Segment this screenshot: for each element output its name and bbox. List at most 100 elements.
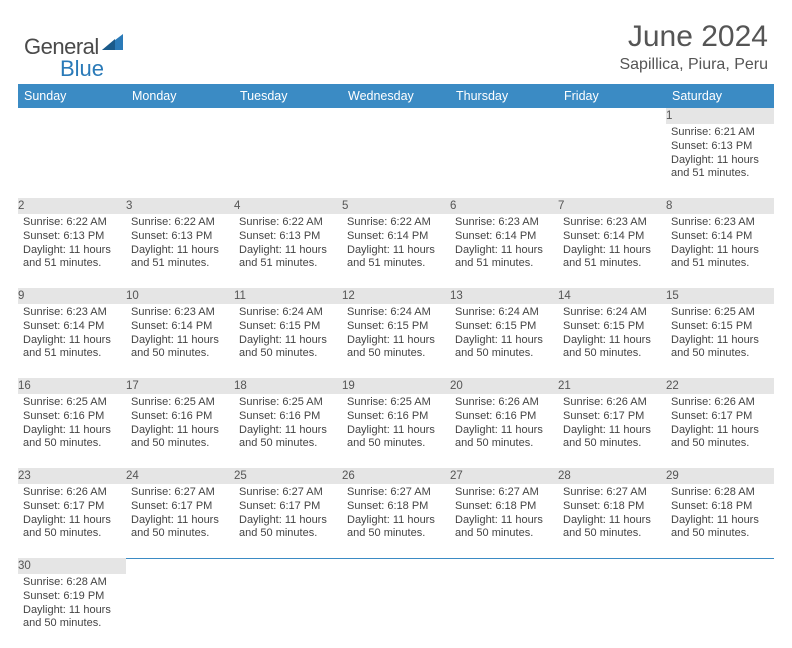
day-cell-empty: [126, 124, 234, 182]
day-number: 9: [18, 288, 126, 304]
day-number: 14: [558, 288, 666, 304]
day-cell: Sunrise: 6:27 AMSunset: 6:18 PMDaylight:…: [558, 484, 666, 542]
daylight-line: Daylight: 11 hours and 50 minutes.: [563, 334, 651, 360]
day-number-empty: [234, 108, 342, 124]
day-cell: Sunrise: 6:25 AMSunset: 6:16 PMDaylight:…: [126, 394, 234, 452]
daylight-line: Daylight: 11 hours and 50 minutes.: [131, 334, 219, 360]
weekday-header: Sunday: [18, 84, 126, 108]
day-number: 30: [18, 558, 126, 574]
daylight-line: Daylight: 11 hours and 51 minutes.: [23, 334, 111, 360]
sunset-line: Sunset: 6:17 PM: [563, 410, 644, 422]
calendar-table: SundayMondayTuesdayWednesdayThursdayFrid…: [18, 84, 774, 648]
header: General June 2024 Sapillica, Piura, Peru: [18, 20, 774, 74]
day-cell-empty: [558, 124, 666, 182]
day-cell-empty: [342, 124, 450, 182]
day-number: 21: [558, 378, 666, 394]
sunrise-line: Sunrise: 6:28 AM: [23, 576, 107, 588]
sunrise-line: Sunrise: 6:24 AM: [347, 306, 431, 318]
sunset-line: Sunset: 6:17 PM: [23, 500, 104, 512]
sunrise-line: Sunrise: 6:26 AM: [23, 486, 107, 498]
day-number: 28: [558, 468, 666, 484]
sunset-line: Sunset: 6:13 PM: [23, 230, 104, 242]
sunset-line: Sunset: 6:14 PM: [563, 230, 644, 242]
page-subtitle: Sapillica, Piura, Peru: [619, 56, 768, 74]
day-number-empty: [558, 108, 666, 124]
day-number-empty: [234, 558, 342, 574]
sunrise-line: Sunrise: 6:27 AM: [455, 486, 539, 498]
daylight-line: Daylight: 11 hours and 50 minutes.: [239, 514, 327, 540]
week-row: Sunrise: 6:26 AM Sunset: 6:17 PM Daylight:…: [18, 484, 774, 558]
sunset-line: Sunset: 6:13 PM: [239, 230, 320, 242]
day-cell: Sunrise: 6:24 AMSunset: 6:15 PMDaylight:…: [342, 304, 450, 362]
day-number-empty: [126, 108, 234, 124]
day-cell: Sunrise: 6:25 AMSunset: 6:16 PMDaylight:…: [234, 394, 342, 452]
daylight-line: Daylight: 11 hours and 51 minutes.: [347, 244, 435, 270]
day-number: 24: [126, 468, 234, 484]
week-row: Sunrise: 6:22 AM Sunset: 6:13 PM Daylight:…: [18, 214, 774, 288]
sunset-line: Sunset: 6:13 PM: [131, 230, 212, 242]
daylight-line: Daylight: 11 hours and 50 minutes.: [131, 424, 219, 450]
sunrise-line: Sunrise: 6:26 AM: [671, 396, 755, 408]
sunset-line: Sunset: 6:18 PM: [455, 500, 536, 512]
day-number-empty: [342, 108, 450, 124]
sunset-line: Sunset: 6:16 PM: [239, 410, 320, 422]
week-row: Sunrise: 6:21 AMSunset: 6:13 PMDaylight:…: [18, 124, 774, 198]
sunset-line: Sunset: 6:17 PM: [239, 500, 320, 512]
day-cell: Sunrise: 6:24 AMSunset: 6:15 PMDaylight:…: [450, 304, 558, 362]
day-cell: Sunrise: 6:26 AM Sunset: 6:17 PM Daylight:…: [666, 394, 774, 452]
sunset-line: Sunset: 6:16 PM: [347, 410, 428, 422]
day-cell-empty: [450, 124, 558, 182]
day-cell: Sunrise: 6:25 AMSunset: 6:16 PMDaylight:…: [342, 394, 450, 452]
day-number: 2: [18, 198, 126, 214]
daylight-line: Daylight: 11 hours and 51 minutes.: [131, 244, 219, 270]
day-cell: Sunrise: 6:26 AMSunset: 6:16 PMDaylight:…: [450, 394, 558, 452]
sunrise-line: Sunrise: 6:28 AM: [671, 486, 755, 498]
sunrise-line: Sunrise: 6:27 AM: [563, 486, 647, 498]
day-number-empty: [18, 108, 126, 124]
day-number: 4: [234, 198, 342, 214]
sunrise-line: Sunrise: 6:24 AM: [455, 306, 539, 318]
day-cell-empty: [666, 574, 774, 632]
sunset-line: Sunset: 6:14 PM: [347, 230, 428, 242]
day-number-empty: [342, 558, 450, 574]
day-number-empty: [450, 108, 558, 124]
day-cell-empty: [558, 574, 666, 632]
daynum-row: 30: [18, 558, 774, 574]
day-cell: Sunrise: 6:22 AMSunset: 6:13 PMDaylight:…: [234, 214, 342, 272]
day-number: 8: [666, 198, 774, 214]
daylight-line: Daylight: 11 hours and 50 minutes.: [455, 334, 543, 360]
weekday-header: Monday: [126, 84, 234, 108]
page-title: June 2024: [619, 20, 768, 54]
day-number: 7: [558, 198, 666, 214]
day-cell: Sunrise: 6:28 AMSunset: 6:18 PMDaylight:…: [666, 484, 774, 542]
day-cell-empty: [18, 124, 126, 182]
daylight-line: Daylight: 11 hours and 50 minutes.: [671, 424, 759, 450]
day-cell: Sunrise: 6:23 AMSunset: 6:14 PMDaylight:…: [558, 214, 666, 272]
day-cell-empty: [234, 574, 342, 632]
sunrise-line: Sunrise: 6:26 AM: [563, 396, 647, 408]
daylight-line: Daylight: 11 hours and 50 minutes.: [23, 424, 111, 450]
sunrise-line: Sunrise: 6:22 AM: [347, 216, 431, 228]
day-cell-empty: [126, 574, 234, 632]
day-number: 26: [342, 468, 450, 484]
week-row: Sunrise: 6:23 AMSunset: 6:14 PMDaylight:…: [18, 304, 774, 378]
day-cell: Sunrise: 6:23 AMSunset: 6:14 PMDaylight:…: [666, 214, 774, 272]
daynum-row: 16171819202122: [18, 378, 774, 394]
daylight-line: Daylight: 11 hours and 51 minutes.: [455, 244, 543, 270]
weekday-header: Thursday: [450, 84, 558, 108]
sunset-line: Sunset: 6:17 PM: [671, 410, 752, 422]
weekday-header: Saturday: [666, 84, 774, 108]
day-cell: Sunrise: 6:23 AMSunset: 6:14 PMDaylight:…: [450, 214, 558, 272]
daylight-line: Daylight: 11 hours and 50 minutes.: [347, 334, 435, 360]
day-number: 11: [234, 288, 342, 304]
day-cell: Sunrise: 6:22 AMSunset: 6:13 PMDaylight:…: [126, 214, 234, 272]
daylight-line: Daylight: 11 hours and 50 minutes.: [563, 424, 651, 450]
day-number: 5: [342, 198, 450, 214]
day-number: 18: [234, 378, 342, 394]
day-number: 29: [666, 468, 774, 484]
daylight-line: Daylight: 11 hours and 50 minutes.: [347, 424, 435, 450]
sunset-line: Sunset: 6:17 PM: [131, 500, 212, 512]
day-number: 19: [342, 378, 450, 394]
sunset-line: Sunset: 6:16 PM: [23, 410, 104, 422]
sunrise-line: Sunrise: 6:24 AM: [563, 306, 647, 318]
